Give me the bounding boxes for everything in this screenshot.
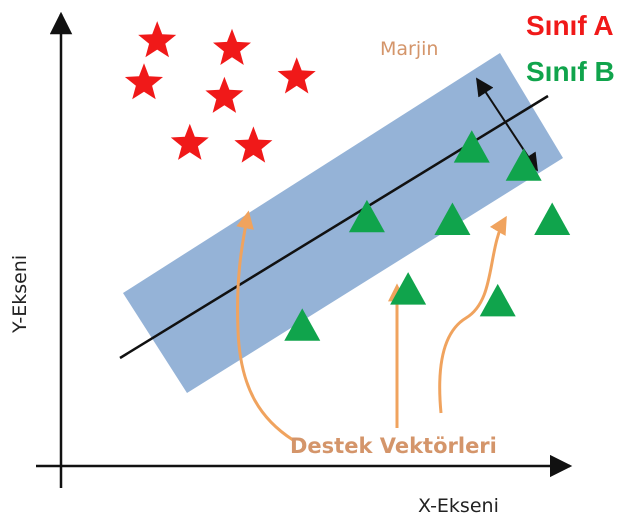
support-vectors-label: Destek Vektörleri — [290, 434, 497, 458]
support-vector-arrow-left — [236, 210, 294, 442]
class-a-star-point — [234, 126, 273, 163]
margin-band — [123, 53, 563, 393]
decision-boundary-line — [119, 94, 549, 360]
class-b-triangle-point — [348, 199, 385, 233]
class-a-star-point — [124, 63, 163, 100]
x-axis-label: X-Ekseni — [418, 495, 499, 517]
class-b-points — [284, 130, 571, 341]
class-b-triangle-point — [284, 308, 321, 341]
support-vector-arrow-right — [438, 215, 507, 414]
class-b-triangle-point — [479, 283, 516, 317]
class-a-star-point — [205, 76, 244, 113]
class-a-star-point — [213, 28, 251, 65]
margin-label: Marjin — [380, 38, 438, 60]
class-a-star-point — [170, 123, 209, 160]
y-axis-label: Y-Ekseni — [9, 255, 31, 334]
class-a-points — [124, 21, 316, 163]
class-a-star-point — [277, 57, 316, 94]
class-b-triangle-point — [534, 202, 571, 235]
class-b-triangle-point — [453, 130, 490, 163]
class-b-label: Sınıf B — [526, 56, 615, 87]
class-b-triangle-point — [505, 148, 542, 181]
class-b-triangle-point — [434, 202, 471, 235]
class-a-star-point — [138, 21, 177, 58]
class-b-triangle-point — [390, 272, 427, 305]
class-a-label: Sınıf A — [526, 10, 614, 41]
